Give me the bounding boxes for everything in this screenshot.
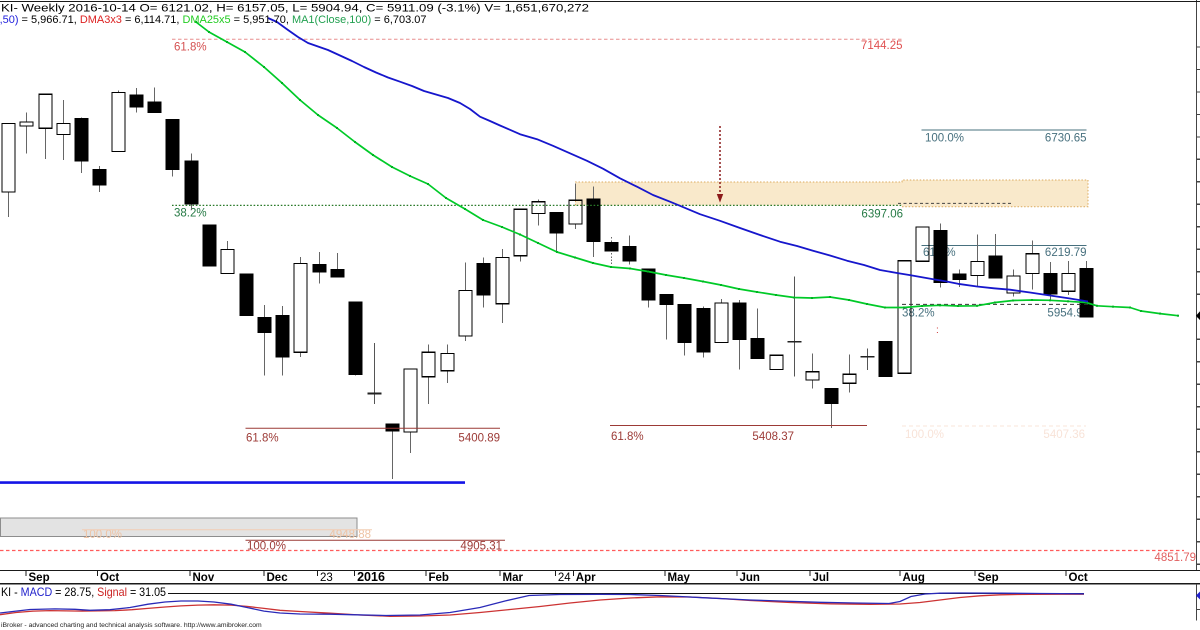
svg-text:Sep: Sep (29, 572, 50, 584)
svg-text:6219.79: 6219.79 (1045, 247, 1087, 259)
svg-text:Sep: Sep (978, 572, 999, 584)
svg-text:100.0%: 100.0% (905, 429, 944, 441)
svg-text:Jun: Jun (740, 572, 760, 584)
svg-text:Oct: Oct (1069, 572, 1088, 584)
svg-text:5954.91: 5954.91 (1047, 308, 1089, 320)
svg-text:38.2%: 38.2% (174, 208, 207, 220)
svg-text:Apr: Apr (576, 572, 596, 584)
svg-text:KI - MACD = 28.75, Signal = 31: KI - MACD = 28.75, Signal = 31.05 (1, 585, 166, 599)
svg-text:61.8%: 61.8% (246, 433, 279, 445)
svg-text:KI- Weekly 2016-10-14 O= 6121.: KI- Weekly 2016-10-14 O= 6121.02, H= 615… (1, 3, 589, 15)
svg-text:100.0%: 100.0% (83, 529, 122, 541)
svg-text:38.2%: 38.2% (902, 308, 935, 320)
svg-text:e,50) = 5,966.71, DMA3x3 = 6,1: e,50) = 5,966.71, DMA3x3 = 6,114.71, DMA… (0, 14, 427, 26)
svg-text:Oct: Oct (100, 572, 119, 584)
svg-text:6730.65: 6730.65 (1045, 133, 1087, 145)
svg-text:100.0%: 100.0% (247, 540, 286, 552)
svg-text:5407.36: 5407.36 (1043, 429, 1085, 441)
svg-text:61.8%: 61.8% (174, 42, 207, 54)
svg-text:Dec: Dec (267, 572, 289, 584)
svg-text:4948.88: 4948.88 (329, 529, 371, 541)
svg-text:Nov: Nov (193, 572, 215, 584)
svg-text:Aug: Aug (903, 572, 925, 584)
svg-text:Feb: Feb (429, 572, 449, 584)
svg-text:5400.89: 5400.89 (458, 433, 500, 445)
svg-text:5408.37: 5408.37 (752, 431, 794, 443)
svg-text:2016: 2016 (357, 570, 385, 584)
svg-text:61.8%: 61.8% (611, 431, 644, 443)
svg-text:7144.25: 7144.25 (861, 40, 903, 52)
svg-text:24: 24 (558, 572, 571, 584)
svg-text:Jul: Jul (813, 572, 830, 584)
svg-text:23: 23 (320, 572, 333, 584)
svg-text:iBroker - advanced charting an: iBroker - advanced charting and technica… (1, 622, 262, 629)
svg-text:Mar: Mar (503, 572, 524, 584)
svg-text:100.0%: 100.0% (925, 133, 964, 145)
svg-text::: : (936, 325, 939, 336)
svg-text:4851.79: 4851.79 (1154, 552, 1196, 564)
svg-text:6397.06: 6397.06 (861, 209, 903, 221)
svg-text:May: May (668, 572, 691, 584)
svg-text:4905.31: 4905.31 (460, 540, 502, 552)
